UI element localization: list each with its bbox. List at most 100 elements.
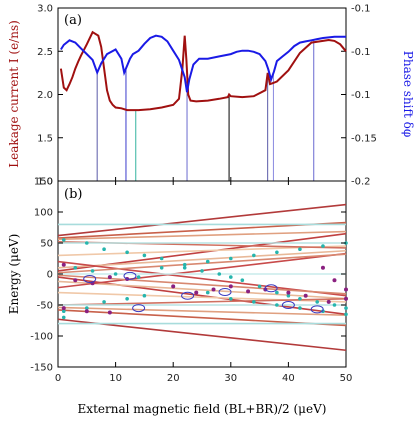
crossing-dot: [73, 266, 78, 270]
crossing-dot: [113, 272, 118, 276]
crossing-dot: [344, 312, 348, 317]
highlight-ellipse: [264, 284, 278, 293]
highlight-ellipse: [123, 271, 137, 280]
crossing-dot: [286, 293, 291, 298]
crossing-dot: [61, 315, 66, 320]
energy-level-line: [57, 230, 347, 241]
left-tick-label: 1.5: [37, 133, 53, 144]
crossing-dot: [205, 290, 210, 295]
left-tick-label: 1.0: [37, 177, 53, 188]
anticrossing-dot: [326, 299, 331, 304]
crossing-dot: [321, 244, 325, 248]
level-crossings: [61, 238, 348, 320]
energy-level-line: [57, 253, 347, 274]
energy-level-line: [57, 249, 347, 269]
anticrossing-dot: [84, 309, 89, 314]
crossing-dot: [200, 269, 204, 273]
crossing-dot: [142, 293, 147, 298]
crossing-dot: [298, 306, 302, 310]
left-tick-label: 2.5: [37, 47, 53, 58]
energy-levels: [57, 203, 347, 352]
crossing-dot: [229, 297, 233, 301]
highlighted-crossings: [83, 271, 324, 314]
phase-shift-series: [60, 34, 346, 93]
crossing-dot: [275, 250, 279, 255]
crossing-dot: [240, 278, 245, 283]
energy-tick-label: 50: [40, 239, 53, 250]
energy-level-line: [57, 318, 347, 352]
panel-b: -150 -100 -50 0 50 100 150 0 10 20 30 40 50 (b) Ener…: [7, 177, 352, 417]
highlight-ellipse: [83, 274, 97, 283]
crossing-dot: [344, 306, 348, 310]
anticrossing-dot: [303, 293, 308, 298]
crossing-dot: [159, 266, 164, 270]
panel-b-ticks: -150 -100 -50 0 50 100 150 0 10 20 30 40 50: [30, 177, 352, 385]
energy-level-line: [57, 276, 347, 316]
crossing-dot: [229, 256, 233, 261]
energy-tick-label: 100: [34, 208, 53, 219]
field-tick-label: 10: [109, 373, 122, 384]
right-tick-label: -0.15: [351, 133, 377, 144]
left-axis-title-a: Leakage current I (e/ns): [7, 20, 21, 168]
highlight-ellipse: [132, 304, 146, 313]
energy-tick-label: -50: [37, 301, 53, 312]
crossing-dot: [136, 275, 141, 279]
energy-tick-label: -150: [30, 363, 53, 374]
anticrossing-dot: [107, 310, 112, 315]
crossing-dot: [90, 269, 95, 273]
crossing-dot: [159, 256, 164, 261]
highlight-ellipse: [181, 291, 195, 300]
anticrossing-dot: [194, 290, 199, 295]
crossing-dot: [252, 253, 256, 258]
leakage-current-series: [59, 30, 347, 112]
field-tick-label: 50: [340, 373, 353, 384]
field-tick-label: 30: [224, 373, 237, 384]
right-axis-title-a: Phase shift δφ: [401, 51, 415, 137]
crossing-dot: [125, 250, 129, 255]
crossing-dot: [275, 303, 279, 307]
right-tick-label: -0.1: [351, 47, 371, 58]
anticrossing-dot: [344, 296, 348, 301]
crossing-dot: [298, 247, 302, 251]
panel-a-label: (a): [64, 13, 82, 28]
crossing-dot: [125, 297, 129, 301]
anticrossing-dot: [171, 284, 176, 289]
field-tick-label: 0: [55, 373, 61, 384]
crossing-dot: [102, 247, 106, 251]
energy-tick-label: 150: [34, 177, 53, 188]
crossing-dot: [275, 290, 279, 295]
anticrossing-dot: [286, 290, 291, 295]
left-tick-label: 3.0: [37, 4, 53, 15]
energy-level-line: [57, 306, 347, 317]
highlight-ellipse: [310, 305, 324, 314]
field-tick-label: 20: [167, 373, 180, 384]
anticrossing-dot: [320, 265, 325, 270]
x-axis-title: External magnetic field (BL+BR)/2 (μeV): [78, 402, 327, 416]
energy-level-line: [57, 280, 347, 300]
energy-tick-label: 0: [47, 270, 53, 281]
crossing-dot: [61, 309, 66, 314]
right-tick-label: -0.1: [351, 90, 371, 101]
anticrossing-dot: [228, 284, 233, 289]
right-tick-label: -0.1: [351, 4, 371, 15]
crossing-dot: [61, 238, 66, 242]
crossing-dot: [102, 300, 106, 304]
highlight-ellipse: [281, 301, 295, 309]
crossing-dot: [205, 259, 210, 264]
field-tick-label: 40: [282, 373, 295, 384]
crossing-dot: [142, 253, 147, 258]
anticrossing-dot: [211, 287, 216, 292]
energy-axis-title: Energy (μeV): [7, 234, 21, 315]
crossing-dot: [85, 241, 89, 245]
crossing-dot: [229, 275, 233, 279]
crossing-dot: [217, 272, 222, 276]
energy-level-line: [57, 203, 347, 237]
energy-level-line: [57, 274, 347, 295]
crossing-dot: [182, 262, 187, 267]
panel-a: 1.0 1.5 2.0 2.5 3.0 -0.2 -0.15 -0.1 -0.1 -0.1 (a)…: [7, 4, 415, 188]
anticrossing-dot: [73, 278, 78, 283]
highlight-ellipse: [218, 287, 232, 296]
anticrossing-dot: [246, 289, 251, 294]
panel-a-frame: [57, 7, 347, 182]
